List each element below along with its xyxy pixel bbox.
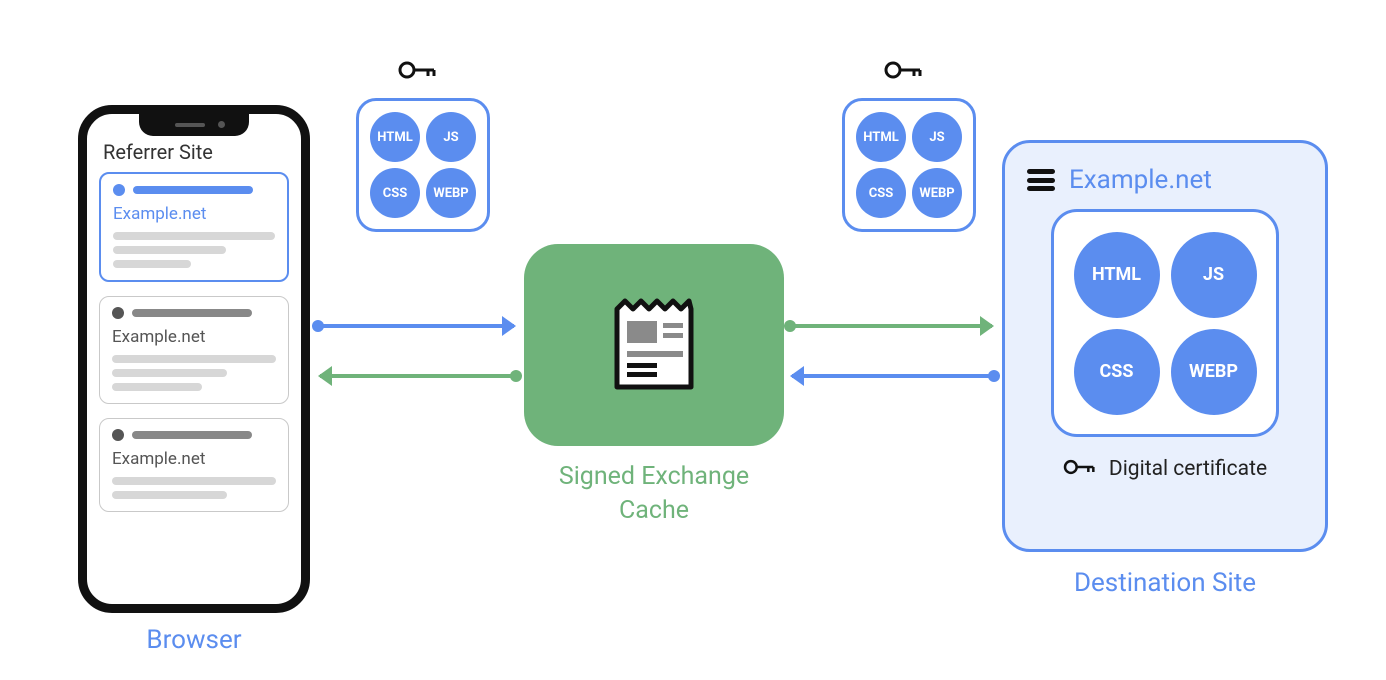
signed-exchange-cache: [524, 244, 784, 446]
card-text-line: [112, 383, 202, 391]
asset-chip-js: JS: [912, 112, 962, 162]
card-site-name: Example.net: [113, 204, 275, 224]
destination-label: Destination Site: [1002, 568, 1328, 598]
card-text-line: [113, 232, 275, 240]
asset-chip-html: HTML: [370, 112, 420, 162]
asset-chip-css: CSS: [1074, 329, 1160, 415]
asset-chip-webp: WEBP: [1171, 329, 1257, 415]
card-dot-icon: [112, 429, 124, 441]
result-card: Example.net: [99, 418, 289, 512]
card-text-line: [112, 355, 276, 363]
asset-chip-html: HTML: [1074, 232, 1160, 318]
result-card: Example.net: [99, 296, 289, 404]
asset-chip-webp: WEBP: [912, 168, 962, 218]
asset-chip-js: JS: [1171, 232, 1257, 318]
card-heading-bar: [133, 186, 253, 194]
cache-label: Signed Exchange Cache: [524, 460, 784, 528]
card-text-line: [113, 260, 191, 268]
card-dot-icon: [113, 184, 125, 196]
card-site-name: Example.net: [112, 449, 276, 469]
card-text-line: [112, 477, 276, 485]
key-icon: [1063, 457, 1097, 481]
asset-bundle-large: HTML JS CSS WEBP: [1051, 209, 1279, 437]
asset-chip-html: HTML: [856, 112, 906, 162]
phone-screen: Referrer Site Example.net Exam: [99, 132, 289, 592]
cache-label-line2: Cache: [619, 496, 689, 525]
destination-title: Example.net: [1069, 165, 1212, 195]
cache-label-line1: Signed Exchange: [559, 462, 749, 491]
digital-certificate-label: Digital certificate: [1109, 457, 1267, 481]
destination-site-box: Example.net HTML JS CSS WEBP Digital cer…: [1002, 140, 1328, 552]
key-icon: [398, 58, 438, 82]
card-text-line: [113, 246, 226, 254]
card-site-name: Example.net: [112, 327, 276, 347]
browser-label: Browser: [78, 625, 310, 655]
card-text-line: [112, 491, 227, 499]
asset-bundle: HTML JS CSS WEBP: [356, 98, 490, 232]
card-dot-icon: [112, 307, 124, 319]
asset-chip-css: CSS: [370, 168, 420, 218]
phone-frame: Referrer Site Example.net Exam: [78, 105, 310, 613]
asset-chip-webp: WEBP: [426, 168, 476, 218]
card-heading-bar: [132, 309, 252, 317]
asset-bundle: HTML JS CSS WEBP: [842, 98, 976, 232]
key-icon: [884, 58, 924, 82]
hamburger-icon: [1027, 169, 1055, 191]
asset-chip-js: JS: [426, 112, 476, 162]
card-heading-bar: [132, 431, 252, 439]
referrer-site-title: Referrer Site: [103, 140, 285, 164]
newspaper-icon: [611, 297, 697, 393]
diagram-stage: Referrer Site Example.net Exam: [0, 0, 1386, 680]
card-text-line: [112, 369, 227, 377]
result-card-highlighted: Example.net: [99, 172, 289, 282]
asset-chip-css: CSS: [856, 168, 906, 218]
